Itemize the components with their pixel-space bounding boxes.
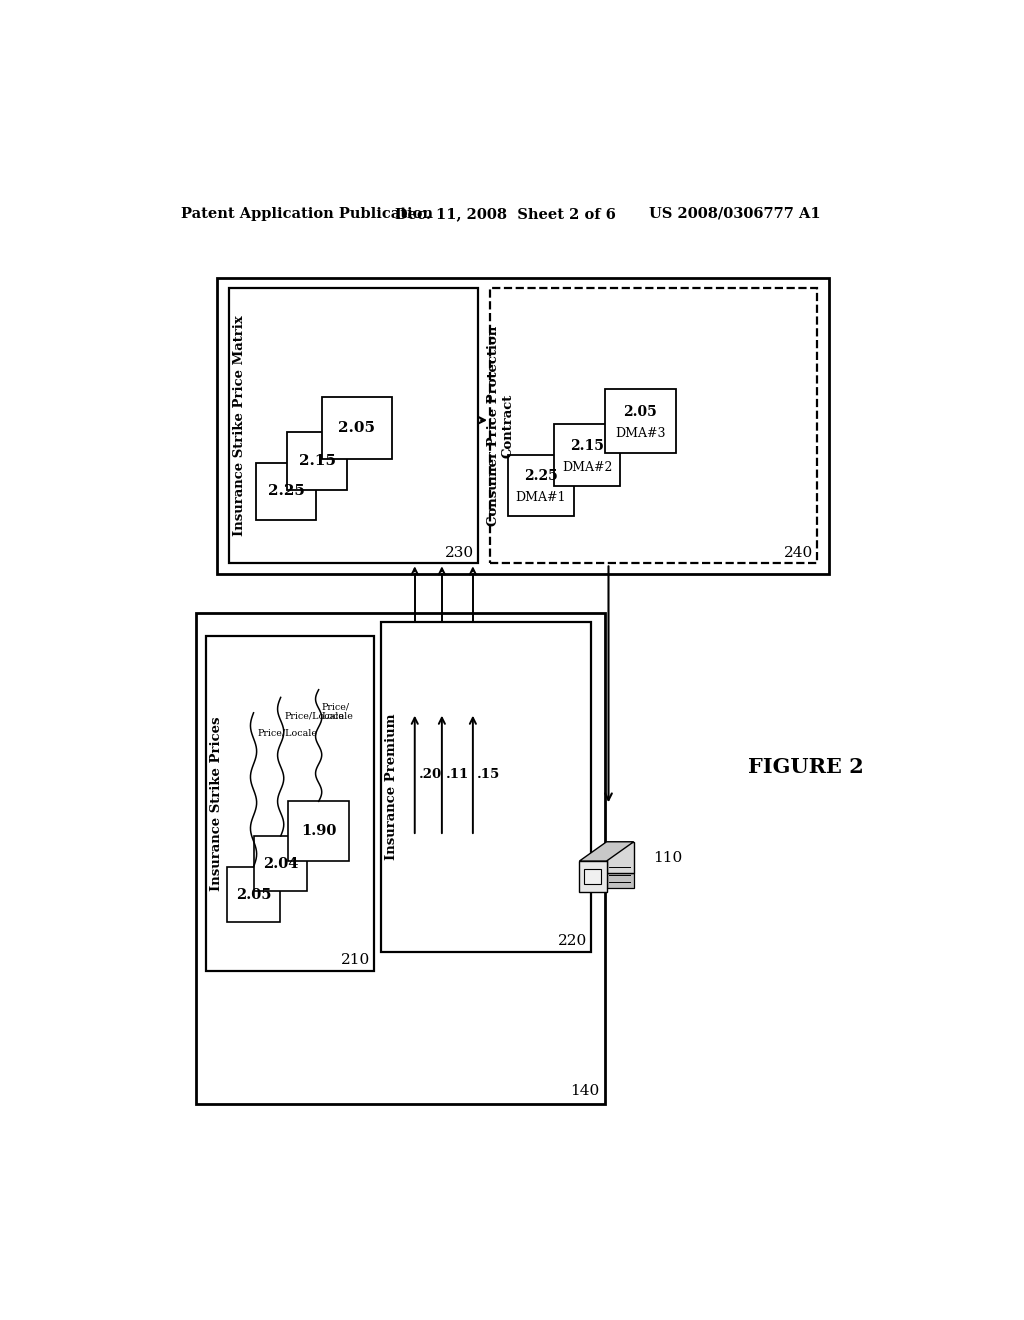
Text: DMA#3: DMA#3: [615, 426, 666, 440]
Text: .11: .11: [445, 768, 469, 781]
Text: US 2008/0306777 A1: US 2008/0306777 A1: [649, 207, 820, 220]
Text: .20: .20: [419, 768, 441, 781]
Text: 2.05: 2.05: [338, 421, 375, 434]
Polygon shape: [580, 842, 634, 861]
Text: 2.25: 2.25: [524, 470, 557, 483]
Text: Patent Application Publication: Patent Application Publication: [180, 207, 433, 220]
Text: 230: 230: [445, 545, 474, 560]
Text: 2.05: 2.05: [624, 405, 657, 418]
Polygon shape: [580, 861, 606, 892]
Bar: [381, 622, 592, 952]
Bar: [227, 867, 280, 923]
Bar: [554, 424, 621, 486]
Polygon shape: [585, 869, 601, 884]
Text: 2.05: 2.05: [236, 887, 271, 902]
Bar: [289, 801, 349, 862]
Text: Price/Locale: Price/Locale: [257, 729, 317, 737]
Text: 210: 210: [341, 953, 371, 966]
Text: Insurance Strike Prices: Insurance Strike Prices: [210, 715, 223, 891]
Text: 110: 110: [653, 850, 683, 865]
Text: 140: 140: [570, 1084, 599, 1098]
Bar: [604, 389, 676, 453]
Text: 1.90: 1.90: [301, 825, 336, 838]
Bar: [322, 397, 391, 459]
Polygon shape: [606, 842, 634, 873]
Text: 220: 220: [558, 933, 588, 948]
Bar: [256, 462, 316, 520]
Text: 2.25: 2.25: [267, 484, 304, 499]
Bar: [508, 455, 573, 516]
Bar: [254, 836, 307, 891]
Text: Insurance Premium: Insurance Premium: [385, 714, 398, 859]
Text: Price/Locale: Price/Locale: [285, 711, 344, 721]
Bar: [287, 432, 347, 490]
Text: FIGURE 2: FIGURE 2: [748, 756, 864, 776]
Text: DMA#1: DMA#1: [515, 491, 566, 504]
Text: 2.04: 2.04: [263, 857, 298, 871]
Bar: [489, 288, 817, 564]
Text: Dec. 11, 2008  Sheet 2 of 6: Dec. 11, 2008 Sheet 2 of 6: [395, 207, 616, 220]
Text: Price/
Locale: Price/ Locale: [322, 702, 353, 722]
Text: 2.15: 2.15: [570, 438, 604, 453]
Text: .15: .15: [477, 768, 500, 781]
Polygon shape: [606, 873, 634, 888]
Text: Consumer Price Protection
Contract: Consumer Price Protection Contract: [486, 326, 515, 525]
Bar: [197, 612, 605, 1104]
Bar: [217, 277, 829, 574]
Bar: [228, 288, 478, 564]
Text: DMA#2: DMA#2: [562, 461, 612, 474]
Text: 240: 240: [783, 545, 813, 560]
Text: 2.15: 2.15: [299, 454, 336, 467]
Text: Insurance Strike Price Matrix: Insurance Strike Price Matrix: [233, 315, 246, 536]
Bar: [206, 636, 375, 970]
